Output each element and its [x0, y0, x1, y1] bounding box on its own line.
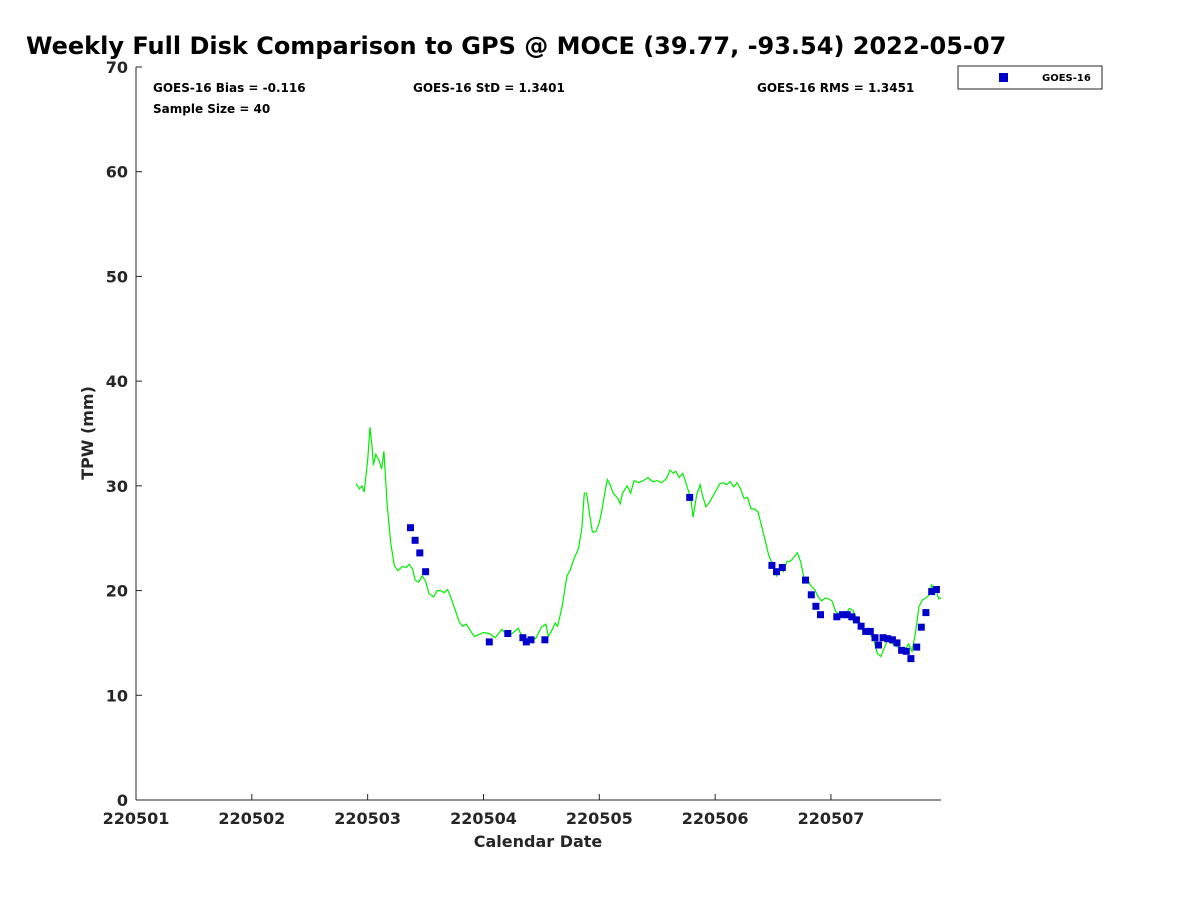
goes16-point — [485, 638, 493, 646]
goes16-point — [843, 611, 851, 619]
y-axis-label: TPW (mm) — [78, 386, 97, 480]
goes16-point — [928, 588, 936, 596]
legend-box — [957, 65, 1103, 90]
gps-line — [355, 427, 942, 658]
goes16-point — [778, 564, 786, 571]
goes16-point — [812, 602, 820, 610]
goes16-point — [802, 576, 809, 584]
goes16-point — [839, 611, 846, 619]
goes16-point — [848, 613, 856, 621]
goes16-point — [817, 611, 824, 619]
goes16-point — [807, 591, 815, 599]
y-tick-label: 70 — [106, 58, 128, 77]
x-axis-ticks: 220501 220502 220503 220504 220505 220506 2205… — [103, 794, 865, 828]
stat-sample-size: Sample Size = 40 — [153, 102, 270, 116]
stat-rms: GOES-16 RMS = 1.3451 — [757, 81, 914, 95]
goes16-point — [893, 639, 901, 647]
goes16-point — [902, 647, 910, 655]
y-tick-label: 50 — [106, 267, 128, 286]
goes16-point — [862, 627, 870, 635]
goes16-point — [519, 634, 527, 642]
y-axis-ticks: 0 10 20 30 40 50 60 70 — [106, 58, 142, 810]
goes16-point — [416, 549, 424, 557]
stat-std: GOES-16 StD = 1.3401 — [413, 81, 565, 95]
chart-title: Weekly Full Disk Comparison to GPS @ MOC… — [26, 32, 1006, 60]
y-tick-label: 0 — [117, 791, 128, 810]
legend-label-goes16: GOES-16 — [1042, 73, 1091, 84]
goes16-point — [833, 613, 841, 621]
goes16-point — [888, 636, 896, 644]
goes16-series — [407, 493, 940, 663]
axes — [135, 67, 941, 801]
goes16-point — [422, 568, 430, 576]
x-tick-label: 220505 — [566, 809, 633, 828]
x-tick-label: 220503 — [334, 809, 401, 828]
goes16-point — [857, 622, 865, 630]
goes16-point — [852, 616, 860, 624]
goes16-point — [773, 568, 780, 576]
y-tick-label: 40 — [106, 372, 128, 391]
goes16-point — [768, 561, 776, 569]
y-tick-label: 60 — [106, 163, 128, 182]
goes16-point — [541, 636, 549, 644]
x-tick-label: 220504 — [450, 809, 517, 828]
x-tick-label: 220501 — [103, 809, 170, 828]
goes16-point — [407, 524, 414, 532]
goes16-point — [922, 609, 930, 617]
goes16-point — [866, 627, 874, 635]
x-tick-label: 220506 — [682, 809, 749, 828]
stat-bias: GOES-16 Bias = -0.116 — [153, 81, 306, 95]
goes16-point — [907, 655, 915, 663]
goes16-point — [898, 646, 906, 654]
goes16-point — [879, 634, 887, 642]
goes16-point — [913, 643, 921, 651]
goes16-point — [884, 635, 892, 643]
goes16-point — [932, 586, 940, 593]
plot-area — [136, 67, 941, 800]
gps-series — [355, 427, 942, 658]
y-tick-label: 20 — [106, 582, 128, 601]
goes16-point — [527, 636, 535, 644]
y-tick-label: 10 — [106, 686, 128, 705]
goes16-point — [504, 630, 512, 637]
goes16-point — [871, 634, 879, 642]
goes16-point — [686, 493, 694, 501]
goes16-point — [411, 536, 419, 544]
y-tick-label: 30 — [106, 477, 128, 496]
x-tick-label: 220507 — [798, 809, 865, 828]
legend-marker-goes16 — [999, 73, 1008, 82]
goes16-point — [875, 641, 882, 649]
goes16-point — [522, 638, 530, 646]
x-axis-label: Calendar Date — [474, 832, 603, 851]
goes16-point — [917, 623, 925, 631]
x-tick-label: 220502 — [218, 809, 285, 828]
legend: GOES-16 — [957, 65, 1103, 90]
